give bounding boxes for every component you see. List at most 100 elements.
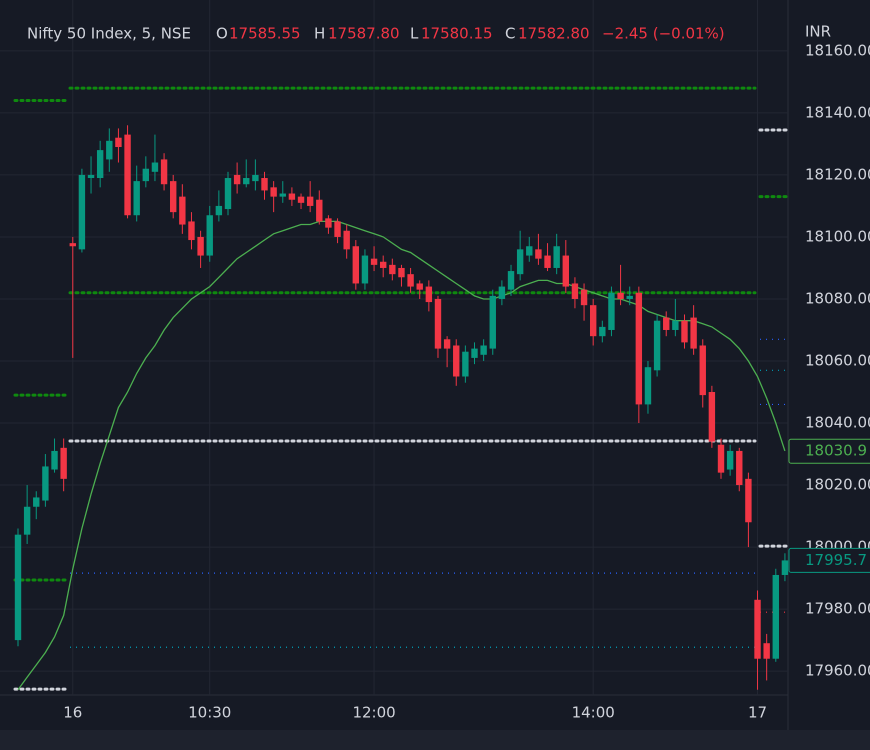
ohlc-value: 17582.80 [518, 25, 590, 43]
ohlc-key: C [505, 25, 515, 43]
y-tick-label: 17980.00 [805, 600, 870, 618]
candle-body [489, 295, 496, 349]
y-tick-label: 18020.00 [805, 476, 870, 494]
candle-body [87, 174, 95, 179]
candle-body [562, 255, 569, 287]
plot [14, 125, 789, 691]
y-tick-label: 18160.00 [805, 41, 870, 59]
candle-body [197, 236, 204, 256]
candle-body [188, 221, 195, 241]
candle-body [179, 196, 186, 225]
candle-body [626, 295, 633, 299]
candle-body [352, 246, 360, 284]
y-tick-label: 18140.00 [805, 103, 870, 121]
price-label-box [788, 438, 870, 464]
candle-body [279, 193, 286, 197]
candle-body [453, 345, 460, 377]
candle-body [516, 249, 524, 275]
candle-body [571, 283, 579, 299]
x-tick-label: 16 [63, 704, 82, 722]
ohlc-key: L [410, 25, 419, 43]
candle-body [416, 283, 423, 290]
candle-body [717, 444, 725, 473]
candle-body [589, 305, 597, 337]
y-tick-label: 18040.00 [805, 414, 870, 432]
candle-body [252, 174, 259, 182]
candle-body [334, 221, 341, 237]
candle-body [763, 643, 770, 659]
footer-band [0, 730, 870, 750]
candle-body [124, 134, 131, 216]
candle-body [653, 320, 661, 371]
candle-body [599, 326, 606, 337]
ohlc-value: 17587.80 [328, 25, 400, 43]
candle-body [462, 351, 469, 377]
candle-body [553, 246, 560, 268]
candle-body [243, 178, 250, 185]
candle-body [142, 168, 150, 182]
candle-body [343, 230, 350, 250]
axes: 18160.00 18140.00 18120.00 18100.00 18080.00… [63, 41, 870, 722]
candle-body [772, 574, 779, 659]
x-tick-label: 10:30 [188, 704, 231, 722]
candle-body [644, 367, 652, 405]
ohlc-value: 17580.15 [421, 25, 493, 43]
candle-body [14, 534, 22, 641]
candle-body [663, 317, 670, 330]
candle-body [206, 215, 213, 256]
candle-body [288, 193, 296, 200]
candle-body [726, 450, 734, 470]
candle-body [215, 205, 223, 216]
candle-body [544, 255, 551, 268]
y-tick-label: 18080.00 [805, 289, 870, 307]
candle-body [672, 320, 679, 330]
price-label: 18030.9 [805, 442, 867, 460]
candle-body [690, 317, 697, 349]
candle-body [434, 298, 442, 349]
candle-body [160, 159, 168, 185]
candle-body [306, 196, 314, 206]
candle-body [781, 560, 789, 575]
candle-body [580, 289, 588, 306]
candle-body [708, 392, 716, 442]
candle-body [754, 599, 761, 659]
legend-header: Nifty 50 Index, 5, NSE O 17585.55 H 1758… [27, 23, 831, 43]
candle-body [115, 137, 122, 148]
price-label: 17995.7 [805, 551, 867, 569]
x-tick-label: 12:00 [352, 704, 395, 722]
candle-body [60, 447, 67, 479]
candle-body [325, 218, 332, 228]
candle-body [361, 255, 369, 284]
candle-body [407, 274, 414, 287]
candle-body [699, 345, 706, 396]
currency: INR [805, 23, 831, 41]
candle-body [151, 162, 159, 172]
candle-body [425, 286, 433, 303]
ohlc-key: O [216, 25, 228, 43]
y-tick-label: 17960.00 [805, 662, 870, 680]
y-tick-label: 18120.00 [805, 165, 870, 183]
candle-body [96, 150, 104, 179]
candle-body [69, 243, 76, 247]
change: −2.45 (−0.01%) [602, 25, 725, 43]
candle-body [745, 478, 752, 523]
candle-body [42, 466, 49, 501]
y-tick-label: 18060.00 [805, 351, 870, 369]
candle-body [635, 292, 643, 405]
candle-body [261, 178, 268, 191]
candle-body [617, 292, 624, 299]
symbol: Nifty 50 Index, 5, NSE [27, 25, 191, 43]
grid [0, 0, 788, 695]
candle-body [370, 258, 378, 265]
candle-body [736, 450, 743, 486]
candle-body [23, 506, 31, 535]
candle-body [681, 320, 688, 343]
candle-body [480, 345, 487, 355]
candle-body [297, 196, 305, 203]
candle-body [78, 174, 86, 250]
candle-body [443, 339, 451, 349]
x-tick-label: 17 [748, 704, 767, 722]
candle-body [507, 271, 515, 290]
